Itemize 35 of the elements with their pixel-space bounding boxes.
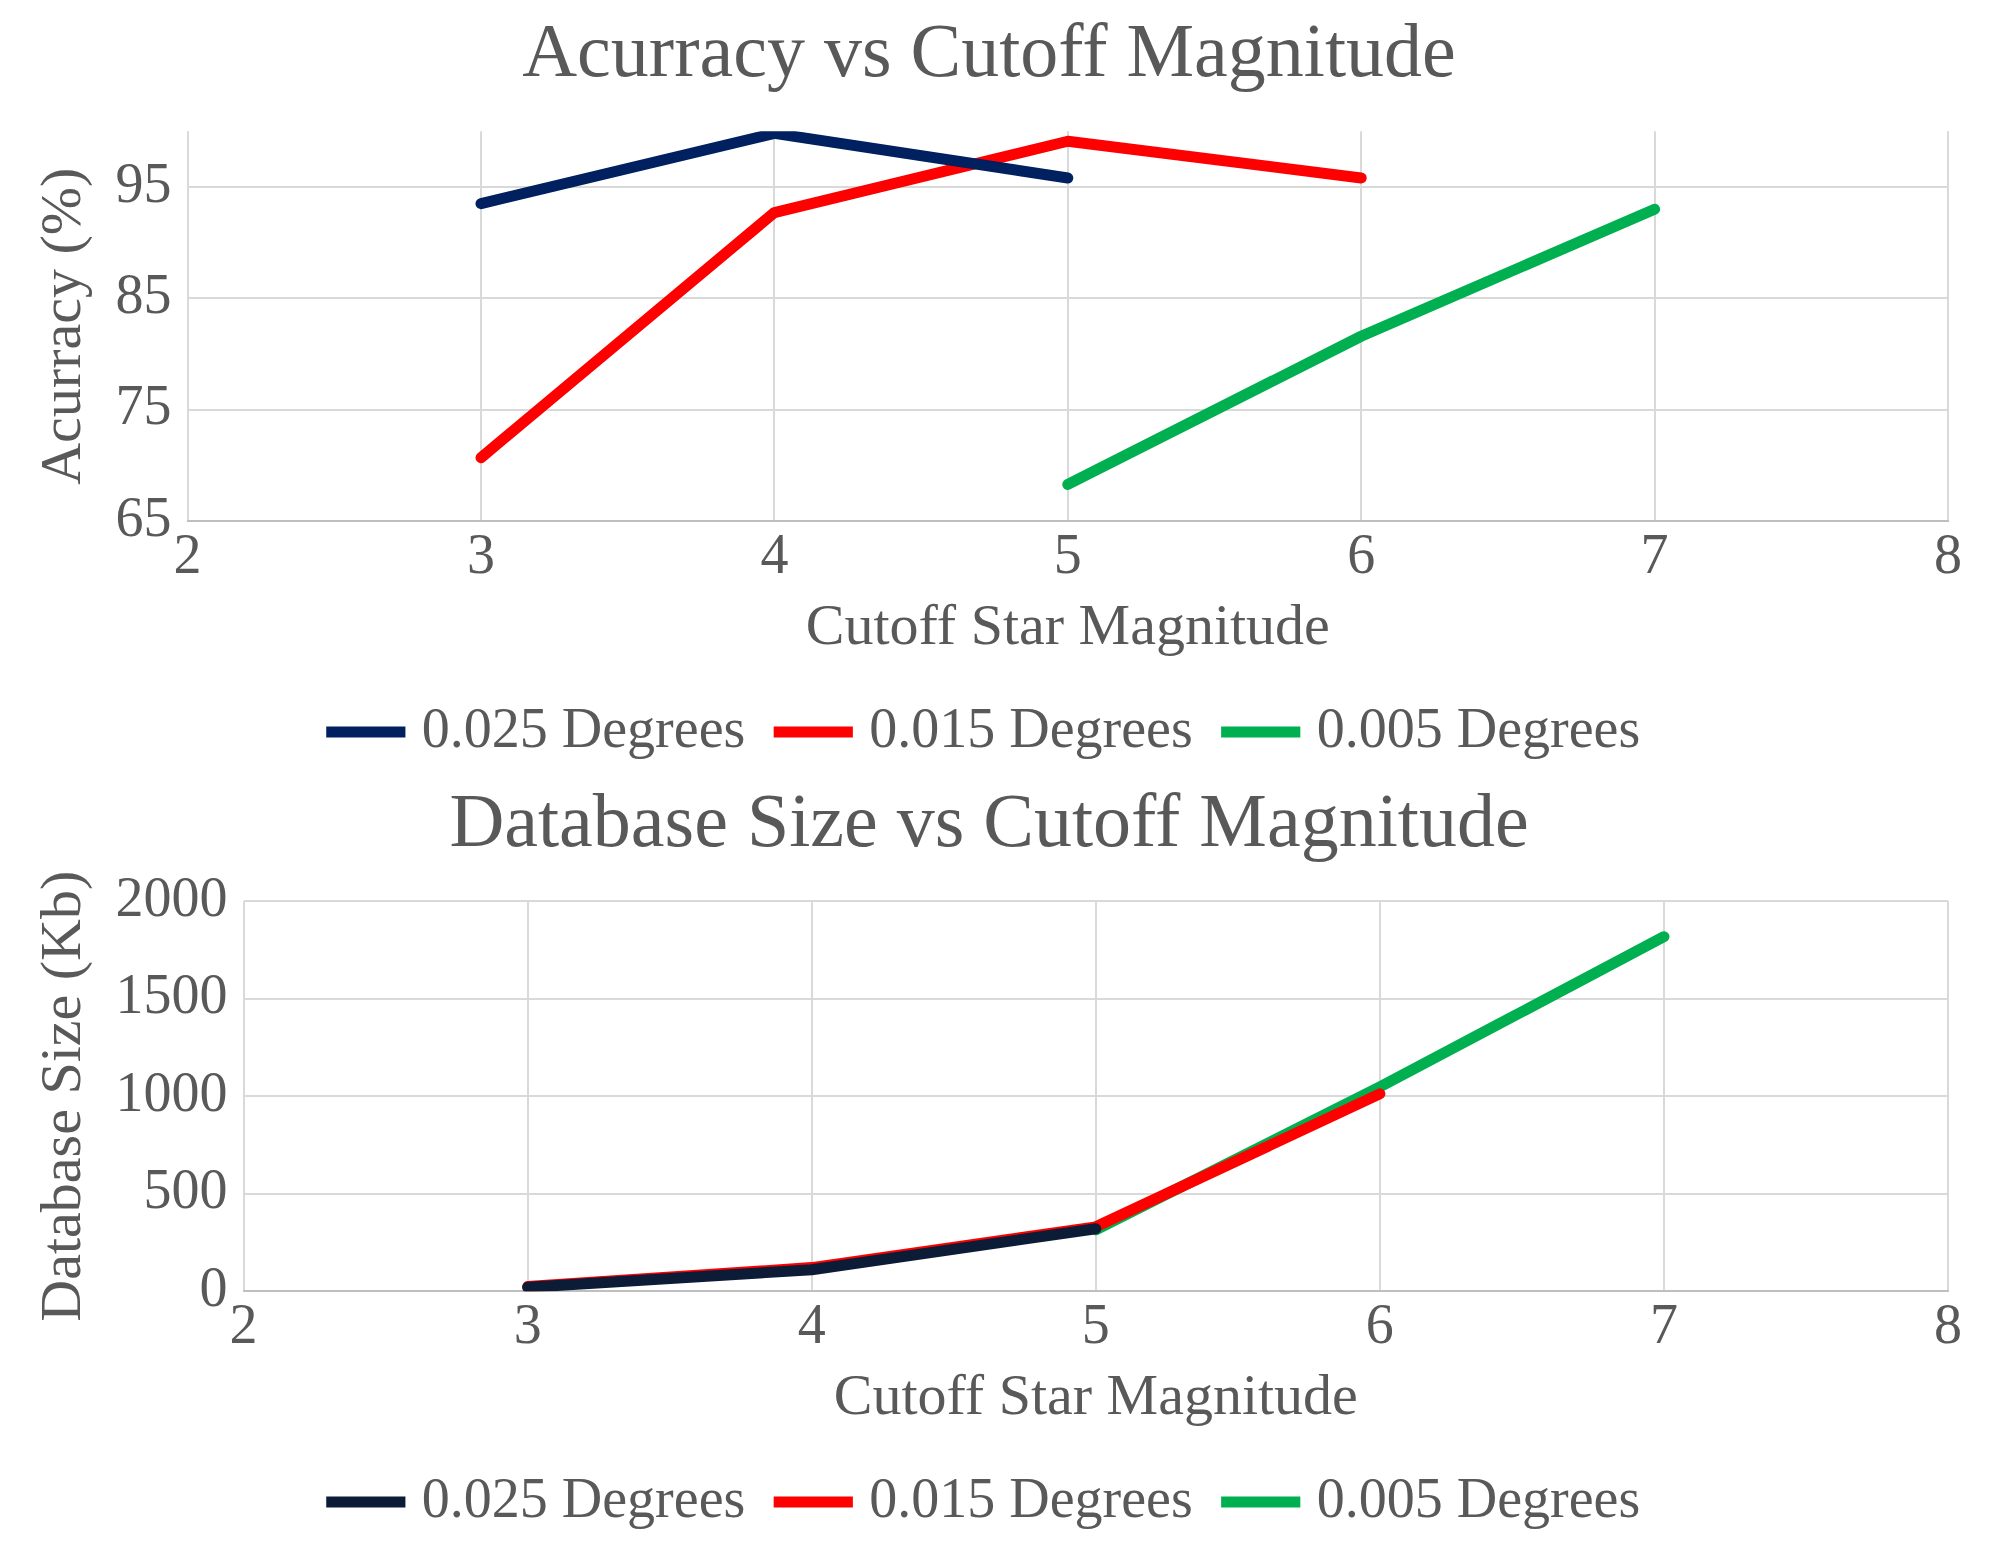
- y-tick-label: 65: [115, 485, 172, 548]
- legend-label: 0.015 Degrees: [869, 696, 1193, 759]
- y-tick-label: 1000: [115, 1060, 228, 1123]
- chart-title: Acurracy vs Cutoff Magnitude: [522, 7, 1456, 92]
- legend-label: 0.005 Degrees: [1316, 696, 1641, 759]
- x-tick-label: 6: [1347, 522, 1376, 585]
- x-tick-label: 7: [1649, 1292, 1678, 1355]
- legend-label: 0.025 Degrees: [421, 696, 746, 759]
- x-tick-label: 7: [1640, 522, 1669, 585]
- x-tick-label: 5: [1053, 522, 1082, 585]
- y-tick-label: 95: [115, 151, 172, 214]
- x-tick-label: 8: [1934, 1292, 1962, 1355]
- x-tick-label: 2: [173, 522, 202, 585]
- x-tick-label: 2: [229, 1292, 258, 1355]
- legend-label: 0.025 Degrees: [421, 1466, 746, 1529]
- x-tick-label: 5: [1081, 1292, 1110, 1355]
- y-tick-label: 2000: [115, 865, 228, 928]
- x-axis-title: Cutoff Star Magnitude: [805, 592, 1330, 658]
- y-tick-label: 75: [115, 374, 172, 437]
- y-axis-title: Database Size (Kb): [28, 870, 94, 1322]
- legend-label: 0.015 Degrees: [869, 1466, 1193, 1529]
- x-tick-label: 6: [1365, 1292, 1394, 1355]
- x-tick-label: 4: [797, 1292, 826, 1355]
- x-tick-label: 3: [513, 1292, 542, 1355]
- x-axis-title: Cutoff Star Magnitude: [833, 1362, 1358, 1428]
- y-tick-label: 500: [143, 1158, 228, 1221]
- x-tick-label: 4: [760, 522, 789, 585]
- x-tick-label: 3: [467, 522, 495, 585]
- y-axis-title: Acurracy (%): [28, 167, 94, 485]
- y-tick-label: 1500: [115, 963, 228, 1026]
- legend-label: 0.005 Degrees: [1316, 1466, 1641, 1529]
- chart-title: Database Size vs Cutoff Magnitude: [449, 777, 1529, 862]
- y-tick-label: 0: [199, 1255, 228, 1318]
- x-tick-label: 8: [1934, 522, 1962, 585]
- y-tick-label: 85: [115, 263, 172, 326]
